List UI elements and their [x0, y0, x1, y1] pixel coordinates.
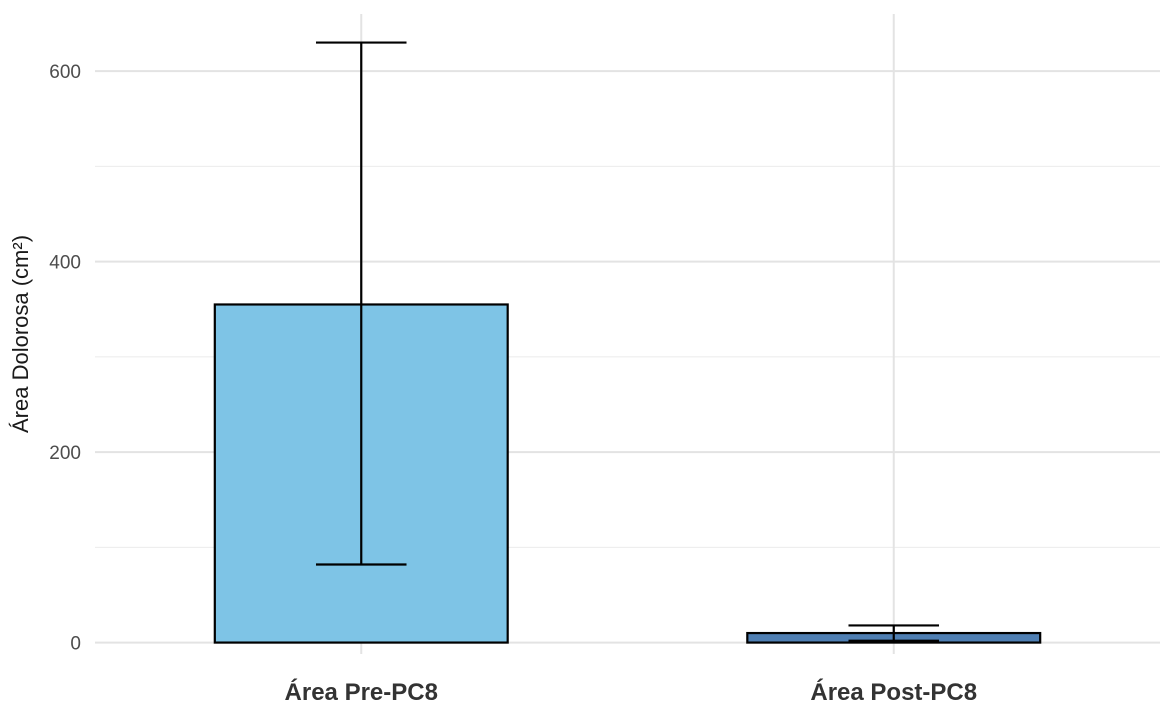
x-tick-label: Área Pre-PC8 — [285, 678, 438, 704]
y-axis-ticks: 0 200 400 600 — [49, 62, 81, 654]
bars — [213, 303, 1042, 644]
y-tick-label: 600 — [49, 62, 81, 83]
x-axis-ticks: Área Pre-PC8 Área Post-PC8 — [285, 678, 978, 704]
y-tick-label: 400 — [49, 253, 81, 274]
error-bars — [315, 41, 940, 642]
y-axis-title: Área Dolorosa (cm²) — [8, 235, 33, 433]
x-tick-label: Área Post-PC8 — [810, 678, 977, 704]
y-tick-label: 200 — [49, 443, 81, 464]
y-tick-label: 0 — [70, 634, 81, 655]
